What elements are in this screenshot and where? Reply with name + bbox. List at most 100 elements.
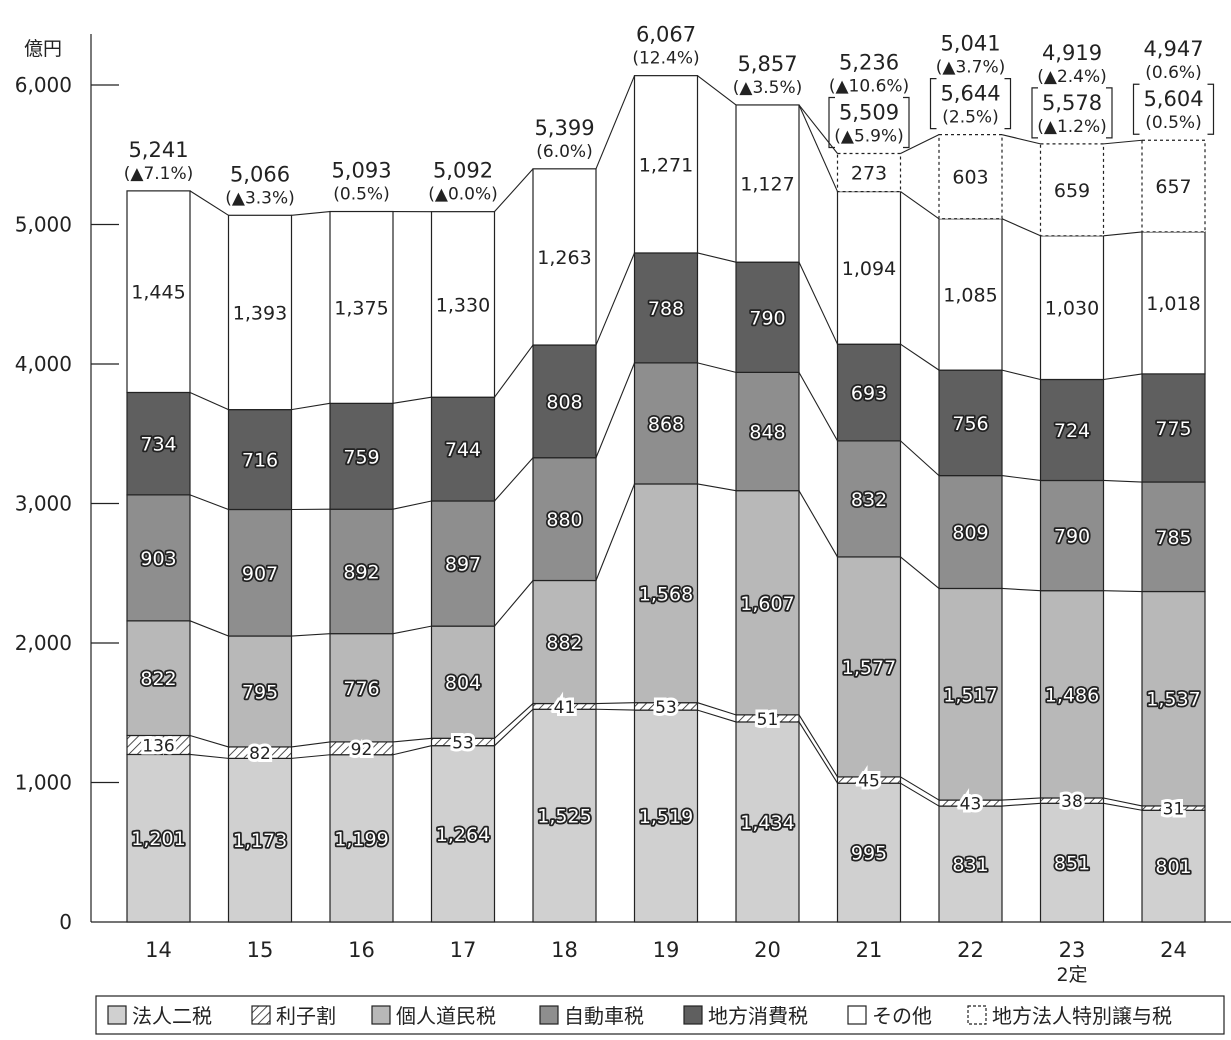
connector-line bbox=[189, 494, 229, 511]
segment-label: 788 bbox=[648, 298, 684, 320]
bar-segment bbox=[227, 214, 293, 411]
bar-segment bbox=[735, 371, 800, 492]
y-tick-label: 2,000 bbox=[15, 631, 72, 655]
legend-label: 個人道民税 bbox=[396, 1004, 496, 1028]
segment-label: 995 bbox=[851, 843, 887, 865]
bar-segment bbox=[633, 483, 699, 704]
connector-line bbox=[1001, 218, 1041, 237]
segment-label: 1,577 bbox=[842, 657, 896, 679]
connector-line bbox=[291, 754, 331, 759]
total-value-label: 4,919 bbox=[1042, 41, 1102, 65]
segment-label: 1,030 bbox=[1045, 298, 1099, 320]
bar-segment bbox=[1141, 809, 1206, 923]
segment-label: 92 bbox=[351, 740, 373, 760]
connector-line bbox=[291, 402, 331, 411]
bar-segment bbox=[430, 745, 496, 923]
segment-label: 868 bbox=[648, 413, 684, 435]
segment-label: 822 bbox=[140, 668, 176, 690]
connector-line bbox=[1103, 479, 1143, 483]
transfer-total-change-label: (▲5.9%) bbox=[834, 126, 904, 146]
connector-line bbox=[392, 396, 432, 404]
bar-segment bbox=[938, 218, 1003, 371]
transfer-total-value-label: 5,644 bbox=[940, 82, 1000, 106]
connector-line bbox=[798, 261, 838, 345]
legend: 法人二税 利子割 個人道民税 自動車税 地方消費税 その他 地方法人特別譲与税 bbox=[95, 995, 1225, 1035]
bar-segment bbox=[1141, 590, 1206, 807]
connector-line bbox=[1103, 590, 1143, 593]
total-change-label: (12.4%) bbox=[632, 49, 699, 69]
connector-line bbox=[900, 134, 940, 154]
bracket-left bbox=[828, 96, 835, 149]
connector-line bbox=[900, 776, 940, 801]
segment-label: 1,375 bbox=[334, 297, 388, 319]
bracket-right bbox=[903, 96, 910, 149]
segment-label: 657 bbox=[1155, 176, 1191, 198]
bar-segment bbox=[735, 104, 800, 263]
total-change-label: (▲2.4%) bbox=[1037, 67, 1107, 87]
total-value-label: 5,399 bbox=[534, 116, 594, 140]
bar-segment bbox=[126, 391, 191, 496]
connector-line bbox=[1103, 139, 1143, 145]
connector-line bbox=[291, 633, 331, 637]
x-tick-label: 18 bbox=[551, 938, 578, 962]
legend-label: 自動車税 bbox=[564, 1004, 644, 1028]
connector-line bbox=[1001, 797, 1041, 801]
total-value-label: 5,857 bbox=[737, 52, 797, 76]
segment-label: 804 bbox=[445, 672, 481, 694]
x-tick-label: 20 bbox=[754, 938, 781, 962]
connector-line bbox=[900, 556, 940, 589]
total-value-label: 5,041 bbox=[940, 32, 1000, 56]
total-change-label: (▲7.1%) bbox=[124, 164, 194, 184]
bar-segment bbox=[532, 457, 597, 582]
segment-label: 51 bbox=[757, 710, 779, 730]
bar-segment bbox=[836, 152, 902, 193]
connector-line bbox=[798, 104, 838, 154]
x-tick-label: 21 bbox=[856, 938, 883, 962]
connector-line bbox=[392, 737, 432, 743]
bar-segment bbox=[329, 754, 394, 923]
connector-line bbox=[1001, 587, 1041, 592]
segment-label: 45 bbox=[858, 772, 880, 792]
transfer-total-value-label: 5,509 bbox=[839, 100, 899, 124]
segment-labels: 1,201 136 822 903 734 1,445 1,173 82 795 907 716 1,… bbox=[130, 154, 1203, 880]
segment-label: 1,330 bbox=[436, 294, 490, 316]
legend-swatch bbox=[847, 1005, 867, 1025]
segment-label: 851 bbox=[1054, 853, 1090, 875]
segment-label: 38 bbox=[1061, 792, 1083, 812]
bar-segment bbox=[430, 625, 496, 739]
bar-segment bbox=[227, 409, 293, 511]
transfer-total-change-label: (▲1.2%) bbox=[1037, 117, 1107, 137]
connector-line bbox=[595, 702, 635, 705]
bar-segment bbox=[633, 362, 699, 485]
total-value-label: 5,093 bbox=[331, 159, 391, 183]
transfer-total-change-label: (0.5%) bbox=[1145, 113, 1201, 133]
connector-line bbox=[291, 741, 331, 748]
connector-line bbox=[798, 721, 838, 784]
segment-label: 1,173 bbox=[233, 830, 287, 852]
segment-label: 1,486 bbox=[1045, 684, 1099, 706]
connector-line bbox=[189, 620, 229, 637]
connector-line bbox=[900, 191, 940, 220]
connector-line bbox=[595, 362, 636, 458]
legend-label: 地方消費税 bbox=[708, 1004, 808, 1028]
bar-segment bbox=[532, 579, 597, 705]
segment-label: 31 bbox=[1163, 800, 1185, 820]
legend-label: 法人二税 bbox=[132, 1004, 212, 1028]
connector-line bbox=[189, 734, 229, 748]
connector-line bbox=[494, 457, 534, 502]
bracket-left bbox=[1132, 83, 1140, 135]
bar-segment bbox=[430, 396, 496, 502]
bar-segment bbox=[836, 190, 902, 345]
segment-label: 795 bbox=[242, 681, 278, 703]
segment-label: 1,018 bbox=[1146, 293, 1200, 315]
segment-label: 882 bbox=[546, 632, 582, 654]
total-value-label: 4,947 bbox=[1143, 37, 1203, 61]
segment-label: 1,201 bbox=[131, 828, 185, 850]
connector-line bbox=[1103, 231, 1143, 237]
segment-label: 1,127 bbox=[740, 174, 794, 196]
total-change-label: (▲3.3%) bbox=[225, 188, 295, 208]
x-tick-label: 23 bbox=[1059, 938, 1086, 962]
y-tick-label: 6,000 bbox=[15, 73, 72, 97]
segment-label: 1,517 bbox=[943, 684, 997, 706]
